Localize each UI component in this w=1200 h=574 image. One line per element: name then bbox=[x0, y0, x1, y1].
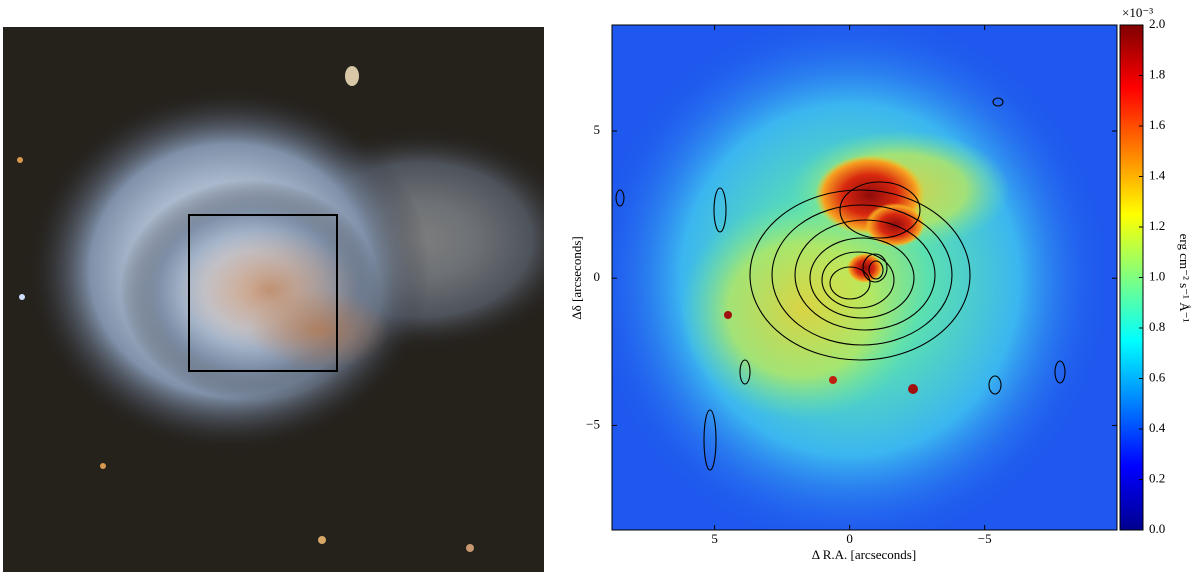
colorbar-tick-label: 0.4 bbox=[1149, 420, 1166, 435]
x-tick-label: 0 bbox=[846, 531, 853, 546]
x-tick-label: −5 bbox=[978, 531, 992, 546]
colorbar-tick-label: 2.0 bbox=[1149, 16, 1165, 31]
y-axis-label: Δδ [arcseconds] bbox=[569, 236, 584, 319]
y-tick-label: 5 bbox=[594, 122, 601, 137]
colorbar-tick-label: 1.2 bbox=[1149, 218, 1165, 233]
y-tick-label: −5 bbox=[586, 416, 600, 431]
galaxy-image bbox=[3, 27, 544, 572]
colorbar-label: erg cm⁻² s⁻¹ Å⁻¹ bbox=[1177, 234, 1192, 323]
colorbar-tick-label: 0.8 bbox=[1149, 319, 1165, 334]
colorbar-tick-label: 1.8 bbox=[1149, 66, 1165, 81]
plot-frame bbox=[611, 24, 1118, 531]
colorbar-tick-label: 1.4 bbox=[1149, 167, 1166, 182]
colorbar-tick-label: 1.6 bbox=[1149, 117, 1166, 132]
colorbar-tick-label: 0.2 bbox=[1149, 470, 1165, 485]
x-tick-label: 5 bbox=[711, 531, 718, 546]
colorbar-tick-label: 0.0 bbox=[1149, 521, 1165, 536]
colorbar-tick-label: 1.0 bbox=[1149, 268, 1165, 283]
colorbar-multiplier: ×10⁻³ bbox=[1122, 5, 1153, 20]
y-tick-label: 0 bbox=[594, 269, 601, 284]
x-axis-label: Δ R.A. [arcseconds] bbox=[812, 547, 916, 562]
flux-map bbox=[612, 25, 1117, 530]
colorbar-tick-label: 0.6 bbox=[1149, 369, 1166, 384]
